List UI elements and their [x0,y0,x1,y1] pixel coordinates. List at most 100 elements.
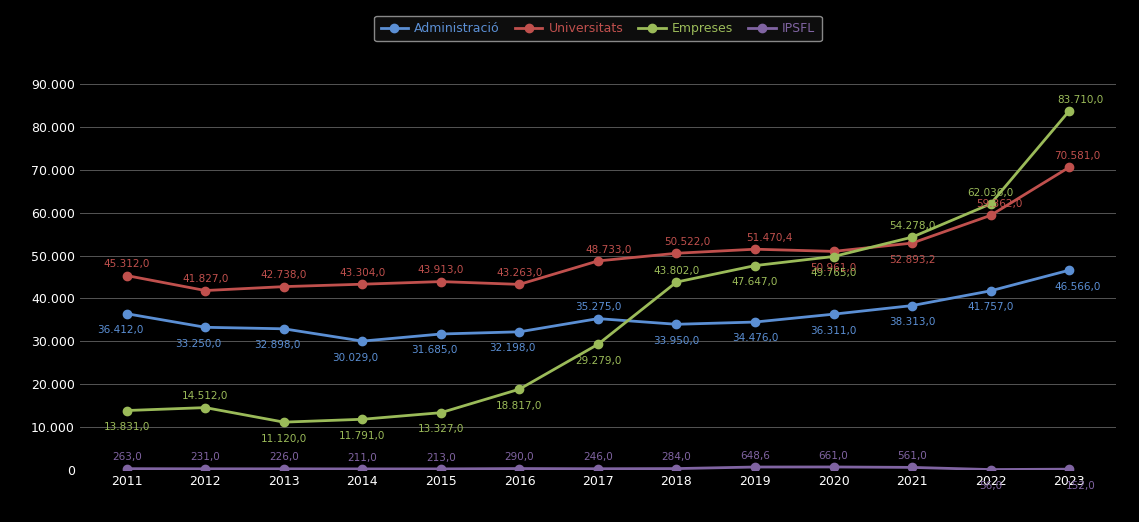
Empreses [906,234,919,240]
Administració [277,326,290,332]
IPSFL [670,466,683,472]
Empreses [670,279,683,285]
Text: 246,0: 246,0 [583,453,613,462]
Empreses [591,341,605,348]
Text: 42.738,0: 42.738,0 [261,270,308,280]
Empreses [434,410,448,416]
Administració [984,288,998,294]
IPSFL [1063,466,1076,472]
IPSFL [277,466,290,472]
Text: 50.961,0: 50.961,0 [811,263,857,273]
Text: 38.313,0: 38.313,0 [888,317,935,327]
IPSFL [827,464,841,470]
Text: 11.791,0: 11.791,0 [339,431,386,441]
Empreses [748,263,762,269]
Universitats [1063,164,1076,170]
Text: 34.476,0: 34.476,0 [732,334,778,343]
IPSFL [906,464,919,470]
Text: 31.685,0: 31.685,0 [411,346,457,355]
IPSFL [434,466,448,472]
Text: 14.512,0: 14.512,0 [182,392,229,401]
Text: 32.198,0: 32.198,0 [490,343,535,353]
Text: 36.311,0: 36.311,0 [810,326,857,336]
Text: 226,0: 226,0 [269,453,298,462]
Text: 49.765,0: 49.765,0 [810,268,857,278]
IPSFL [748,464,762,470]
Text: 45.312,0: 45.312,0 [104,259,150,269]
IPSFL [198,466,212,472]
Text: 47.647,0: 47.647,0 [732,277,778,287]
Text: 50.522,0: 50.522,0 [664,237,711,247]
Text: 152,0: 152,0 [1065,481,1095,491]
Text: 648,6: 648,6 [740,450,770,461]
Text: 13.327,0: 13.327,0 [418,424,464,434]
Text: 32.898,0: 32.898,0 [254,340,301,350]
Text: 211,0: 211,0 [347,453,377,462]
Text: 30.029,0: 30.029,0 [333,352,378,363]
Text: 83.710,0: 83.710,0 [1057,94,1104,105]
Text: 290,0: 290,0 [505,452,534,462]
Universitats [748,246,762,252]
Text: 561,0: 561,0 [898,451,927,461]
Text: 43.913,0: 43.913,0 [418,265,464,275]
Text: 33.950,0: 33.950,0 [654,336,699,346]
Text: 52.893,2: 52.893,2 [888,255,935,265]
Text: 13.831,0: 13.831,0 [104,422,150,432]
Text: 661,0: 661,0 [819,450,849,460]
Line: IPSFL: IPSFL [123,463,1073,474]
Empreses [827,253,841,259]
Universitats [984,212,998,219]
Administració [198,324,212,330]
Universitats [591,258,605,264]
Administració [591,315,605,322]
IPSFL [984,467,998,473]
Line: Empreses: Empreses [123,107,1073,426]
IPSFL [120,466,133,472]
Universitats [434,278,448,284]
Text: 46.566,0: 46.566,0 [1055,282,1100,292]
Text: 41.757,0: 41.757,0 [967,302,1014,312]
Text: 54.278,0: 54.278,0 [888,221,935,231]
Empreses [513,386,526,393]
Empreses [1063,108,1076,114]
Text: 263,0: 263,0 [112,453,141,462]
Administració [906,302,919,309]
IPSFL [355,466,369,472]
Text: 284,0: 284,0 [662,452,691,462]
Universitats [120,272,133,279]
Text: 56,0: 56,0 [980,481,1002,491]
Universitats [198,288,212,294]
Text: 33.250,0: 33.250,0 [175,339,222,349]
Legend: Administració, Universitats, Empreses, IPSFL: Administració, Universitats, Empreses, I… [375,16,821,41]
Empreses [277,419,290,425]
Universitats [670,250,683,256]
Text: 11.120,0: 11.120,0 [261,434,308,444]
IPSFL [591,466,605,472]
Text: 43.263,0: 43.263,0 [497,268,542,278]
Text: 43.802,0: 43.802,0 [654,266,699,276]
Administració [434,331,448,337]
Text: 70.581,0: 70.581,0 [1055,151,1100,161]
Text: 231,0: 231,0 [190,453,220,462]
Text: 48.733,0: 48.733,0 [585,245,632,255]
Text: 59.362,0: 59.362,0 [976,199,1022,209]
Administració [748,319,762,325]
Text: 36.412,0: 36.412,0 [97,325,144,335]
Text: 43.304,0: 43.304,0 [339,268,385,278]
Universitats [513,281,526,288]
Universitats [277,283,290,290]
Administració [1063,267,1076,274]
Line: Administració: Administració [123,266,1073,345]
Text: 62.036,0: 62.036,0 [967,187,1014,198]
Text: 29.279,0: 29.279,0 [575,356,621,366]
IPSFL [513,466,526,472]
Administració [513,329,526,335]
Empreses [355,416,369,422]
Administració [670,321,683,327]
Text: 41.827,0: 41.827,0 [182,274,229,284]
Text: 35.275,0: 35.275,0 [575,302,621,312]
Administració [355,338,369,344]
Administració [827,311,841,317]
Universitats [827,248,841,255]
Text: 51.470,4: 51.470,4 [746,233,792,243]
